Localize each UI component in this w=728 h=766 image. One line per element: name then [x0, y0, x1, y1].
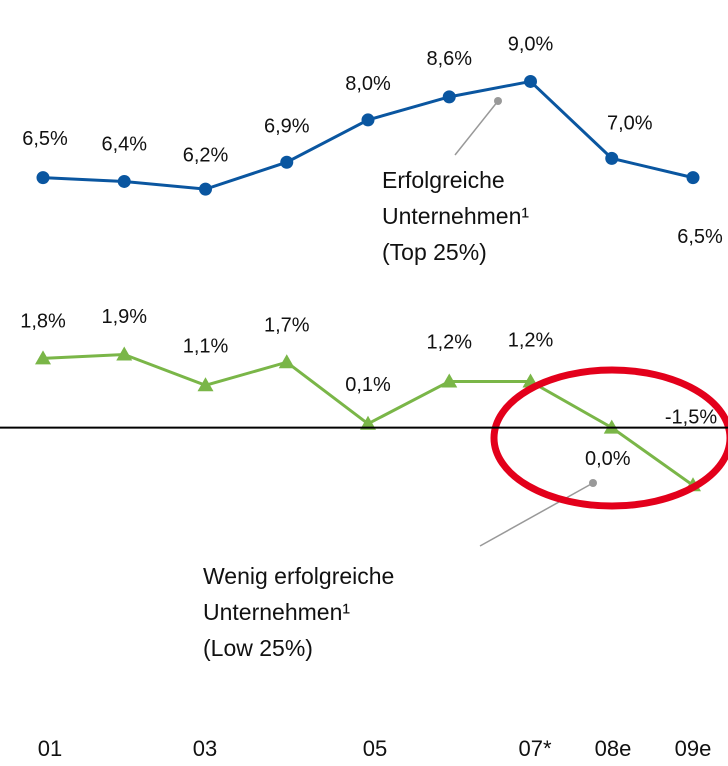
x-tick-label: 09e	[675, 736, 712, 761]
data-label: 6,9%	[264, 116, 310, 138]
x-tick-label: 01	[38, 736, 62, 761]
data-label: 6,4%	[101, 134, 147, 156]
annotation: Wenig erfolgreiche	[203, 563, 394, 589]
marker	[360, 415, 376, 430]
x-tick-label: 03	[193, 736, 217, 761]
annotation: Unternehmen¹	[203, 599, 350, 625]
marker	[278, 354, 295, 369]
marker	[605, 151, 619, 165]
marker	[197, 377, 214, 392]
data-label: 6,5%	[677, 226, 723, 248]
marker	[441, 373, 458, 388]
x-tick-label: 05	[363, 736, 387, 761]
data-label: 0,1%	[345, 374, 391, 396]
annotation-dot	[494, 97, 502, 105]
marker	[280, 155, 294, 169]
data-label: 6,5%	[22, 128, 68, 150]
data-label: 1,2%	[508, 330, 554, 352]
data-label: 7,0%	[607, 113, 653, 135]
marker	[36, 171, 50, 185]
data-label: 1,9%	[101, 306, 147, 328]
annotation-dot	[589, 479, 597, 487]
data-label: 1,7%	[264, 315, 310, 337]
x-tick-label: 07*	[518, 736, 551, 761]
annotation-leader	[454, 100, 499, 156]
marker	[199, 182, 212, 196]
marker	[116, 346, 133, 361]
data-label: 8,6%	[426, 48, 472, 70]
highlight-ellipse	[490, 366, 728, 510]
data-label: -1,5%	[665, 407, 717, 429]
data-label: 8,0%	[345, 73, 391, 95]
data-label: 0,0%	[585, 448, 631, 470]
annotation: Unternehmen¹	[382, 203, 529, 229]
marker	[117, 174, 131, 188]
annotation: Erfolgreiche	[382, 167, 505, 193]
marker	[686, 171, 700, 185]
marker	[35, 350, 51, 365]
data-label: 1,8%	[20, 311, 66, 333]
annotation: (Top 25%)	[382, 239, 487, 265]
data-label: 1,1%	[183, 336, 229, 358]
data-label: 9,0%	[508, 34, 554, 56]
annotation-leader	[479, 482, 594, 547]
marker	[524, 74, 537, 88]
x-tick-label: 08e	[595, 736, 632, 761]
marker	[442, 90, 456, 104]
data-label: 6,2%	[183, 144, 229, 166]
annotation: (Low 25%)	[203, 635, 313, 661]
data-label: 1,2%	[426, 332, 472, 354]
plot	[35, 74, 701, 492]
marker	[361, 113, 375, 127]
